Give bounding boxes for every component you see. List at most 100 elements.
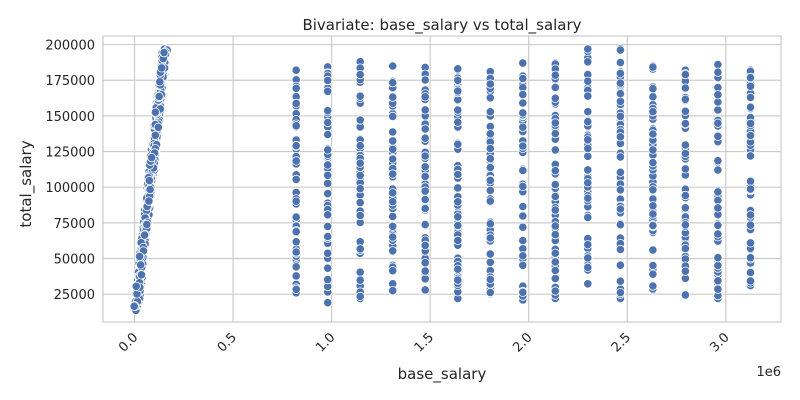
data-point xyxy=(485,162,495,173)
data-point xyxy=(388,92,398,102)
x-tick-labels: 0.0 0.5 1.0 1.5 2.0 2.5 3.0 xyxy=(116,330,733,355)
data-point xyxy=(323,263,333,273)
data-point xyxy=(583,44,593,54)
data-point xyxy=(453,64,463,74)
data-point xyxy=(680,140,691,150)
data-point xyxy=(713,195,723,205)
data-point xyxy=(355,170,365,180)
data-point xyxy=(550,286,560,296)
data-point xyxy=(583,144,593,154)
data-point xyxy=(355,91,365,101)
data-point xyxy=(420,266,430,276)
data-point xyxy=(420,203,430,214)
data-point xyxy=(420,258,430,268)
data-point xyxy=(291,174,301,184)
data-point xyxy=(485,129,495,139)
data-point xyxy=(648,220,658,231)
data-point xyxy=(323,106,333,116)
data-point xyxy=(388,136,398,146)
data-point xyxy=(420,220,430,230)
data-point xyxy=(153,122,163,132)
gridlines xyxy=(103,36,781,322)
data-point xyxy=(713,165,723,175)
x-tick-label: 0.0 xyxy=(116,330,141,355)
data-point xyxy=(291,237,301,247)
data-point xyxy=(518,236,528,246)
data-point xyxy=(745,238,756,248)
data-point xyxy=(713,220,723,230)
data-point xyxy=(453,212,463,222)
data-point xyxy=(550,145,560,155)
data-point xyxy=(615,276,626,286)
data-point xyxy=(291,65,301,75)
data-point xyxy=(713,67,723,77)
data-point xyxy=(518,122,528,132)
data-point xyxy=(680,83,691,93)
x-tick-label: 1.5 xyxy=(412,330,437,355)
data-point xyxy=(648,260,658,271)
data-point xyxy=(388,211,398,222)
data-point xyxy=(388,232,398,242)
data-point xyxy=(648,129,658,139)
data-point xyxy=(745,130,756,141)
data-point xyxy=(485,93,495,103)
data-point xyxy=(550,221,560,231)
y-tick-label: 200000 xyxy=(45,39,95,54)
y-tick-label: 75000 xyxy=(54,217,95,232)
data-point xyxy=(713,90,723,100)
data-point xyxy=(615,185,626,195)
data-point xyxy=(583,193,593,203)
data-point xyxy=(713,105,723,115)
data-point xyxy=(648,158,658,168)
data-point xyxy=(583,212,593,222)
data-point xyxy=(420,133,430,143)
data-point xyxy=(518,98,528,108)
data-point xyxy=(453,197,463,207)
data-point xyxy=(155,77,165,87)
data-point xyxy=(388,286,398,296)
data-point xyxy=(453,275,463,285)
data-point xyxy=(680,203,691,213)
data-point xyxy=(453,139,463,149)
data-point xyxy=(615,132,626,142)
data-point xyxy=(680,290,691,300)
data-point xyxy=(615,89,626,99)
data-point xyxy=(485,185,495,195)
data-point xyxy=(323,189,333,199)
data-point xyxy=(648,145,658,155)
data-point xyxy=(615,220,626,230)
data-point xyxy=(680,70,691,80)
data-point xyxy=(420,186,430,196)
data-point xyxy=(388,197,398,207)
data-point xyxy=(550,166,560,176)
data-point xyxy=(323,145,333,155)
data-point xyxy=(713,260,723,271)
data-point xyxy=(485,154,495,164)
data-point xyxy=(518,287,528,297)
data-point xyxy=(291,212,301,222)
x-tick-label: 3.0 xyxy=(707,330,732,355)
data-point xyxy=(485,219,495,229)
data-point xyxy=(355,141,365,151)
data-point xyxy=(136,260,146,270)
data-point xyxy=(131,281,141,291)
data-point xyxy=(420,105,430,115)
data-point xyxy=(648,269,658,279)
data-point xyxy=(144,176,154,186)
data-point xyxy=(583,76,593,86)
data-point xyxy=(291,141,301,151)
data-point xyxy=(518,251,528,261)
x-axis-label: base_salary xyxy=(398,365,487,384)
data-point xyxy=(745,92,756,103)
data-point xyxy=(713,203,723,213)
data-point xyxy=(615,96,626,107)
data-point xyxy=(291,262,301,272)
data-point xyxy=(550,248,560,258)
data-point xyxy=(680,266,691,276)
data-point xyxy=(550,93,560,103)
data-point xyxy=(453,220,463,231)
data-point xyxy=(388,111,398,122)
data-point xyxy=(157,63,167,73)
x-tick-label: 1.0 xyxy=(313,330,338,355)
data-point xyxy=(453,169,463,180)
